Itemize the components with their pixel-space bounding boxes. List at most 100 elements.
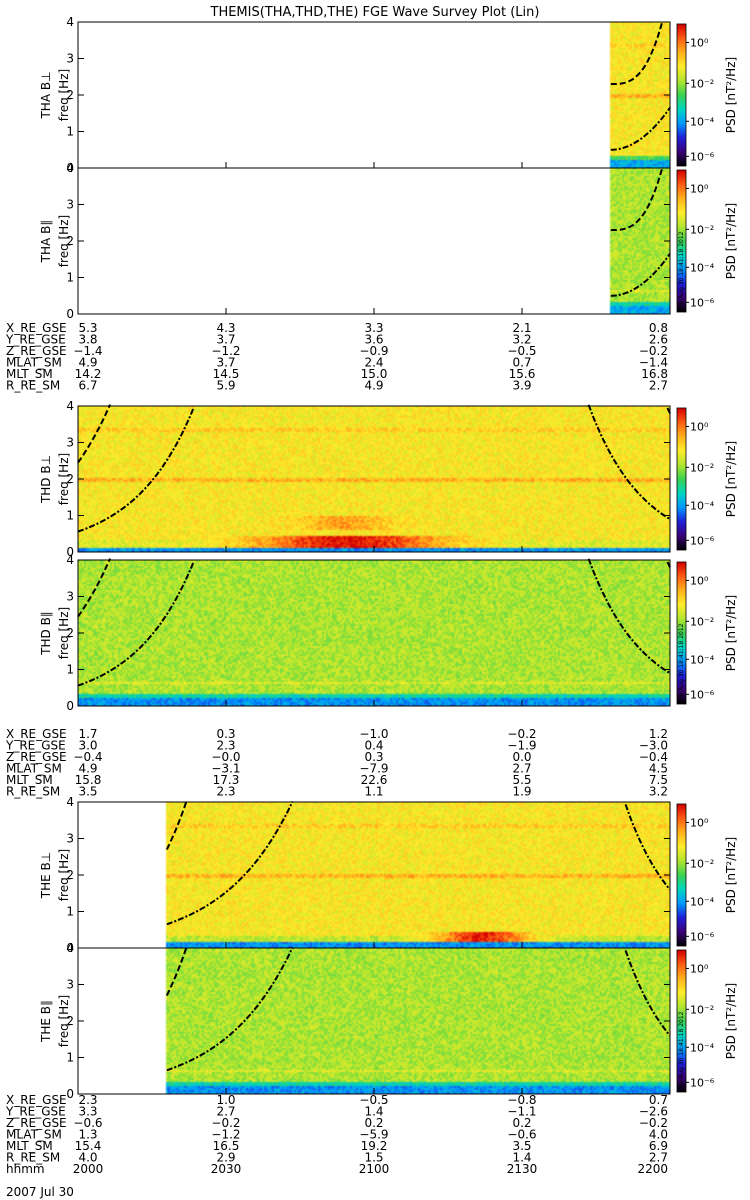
ephemeris-value: 2.7 (649, 1151, 668, 1165)
gyrofrequency-curve (610, 253, 671, 297)
ephemeris-value: 1.7 (78, 727, 97, 741)
colorbar-label: PSD [nT²/Hz] (724, 57, 738, 133)
freq-tick-label: 2 (66, 234, 74, 248)
panel-ylabel: THA B⊥ (39, 71, 53, 119)
colorbar-tick-label: 10⁻⁶ (690, 534, 715, 547)
colorbar (676, 949, 687, 1093)
ephemeris-value: 4.5 (649, 762, 668, 776)
ephemeris-value: 4.9 (78, 762, 97, 776)
ephemeris-value: 3.6 (364, 333, 383, 347)
ephemeris-value: 17.3 (213, 773, 240, 787)
ephemeris-value: 2000 (73, 1162, 104, 1176)
ephemeris-value: 22.6 (361, 773, 388, 787)
ephemeris-value: 2130 (507, 1162, 538, 1176)
ephemeris-label: R_RE_SM (6, 785, 60, 799)
ephemeris-label: R_RE_SM (6, 1151, 60, 1165)
freq-tick-label: 3 (66, 436, 74, 450)
ephemeris-value: 16.5 (213, 1139, 240, 1153)
ephemeris-value: 3.8 (78, 333, 97, 347)
colorbar-tick-label: 10⁰ (690, 420, 709, 433)
ephemeris-value: −1.9 (507, 739, 536, 753)
ephemeris-label: MLT_SM (6, 773, 53, 787)
ephemeris-value: −0.5 (507, 344, 536, 358)
freq-tick-label: 1 (66, 905, 74, 919)
ephemeris-label: MLAT_SM (6, 1128, 62, 1142)
ephemeris-value: 0.3 (216, 727, 235, 741)
ephemeris-value: 3.2 (649, 785, 668, 799)
colorbar-tick-label: 10⁻⁶ (690, 930, 715, 943)
ephemeris-value: 7.5 (649, 773, 668, 787)
colorbar-tick-label: 10⁻² (690, 615, 714, 628)
gyrofrequency-curve (166, 946, 671, 1072)
ephemeris-value: −7.9 (359, 762, 388, 776)
colorbar-tick-label: 10⁰ (690, 574, 709, 587)
ephemeris-value: −0.9 (359, 344, 388, 358)
ephemeris-value: 2.3 (78, 1093, 97, 1107)
freq-tick-label: 0 (66, 161, 74, 175)
ephemeris-value: 15.6 (509, 367, 536, 381)
colorbar (676, 407, 687, 551)
ephemeris-value: 0.3 (364, 750, 383, 764)
ephemeris-value: −0.6 (73, 1116, 102, 1130)
colorbar-tick-label: 10⁻⁴ (690, 499, 715, 512)
panel-the-par (77, 946, 689, 1095)
ephemeris-value: 3.3 (78, 1105, 97, 1119)
spectrogram (78, 948, 670, 1094)
ephemeris-value: −0.8 (507, 1093, 536, 1107)
ephemeris-value: −0.4 (73, 750, 102, 764)
spectrogram (78, 168, 670, 314)
ephemeris-label: Z_RE_GSE (6, 344, 67, 358)
ephemeris-label: MLT_SM (6, 367, 53, 381)
ephemeris-value: 14.5 (213, 367, 240, 381)
freq-axis-label: freq [Hz] (57, 849, 71, 901)
ephemeris-value: 2.3 (216, 739, 235, 753)
freq-tick-label: 3 (66, 978, 74, 992)
ephemeris-value: −1.4 (639, 356, 668, 370)
panel-ylabel: THE B⊥ (39, 852, 53, 899)
ephemeris-value: 2.1 (512, 321, 531, 335)
ephemeris-value: −2.6 (639, 1105, 668, 1119)
colorbar-label: PSD [nT²/Hz] (724, 441, 738, 517)
colorbar-tick-label: 10⁻⁴ (690, 261, 715, 274)
ephemeris-value: −0.2 (507, 727, 536, 741)
colorbar-tick-label: 10⁻⁴ (690, 895, 715, 908)
freq-tick-label: 3 (66, 52, 74, 66)
ephemeris-label: Y_RE_GSE (5, 333, 66, 347)
ephemeris-value: 3.7 (216, 356, 235, 370)
panel-tha-perp (77, 20, 689, 169)
colorbar-tick-label: 10⁰ (690, 962, 709, 975)
ephemeris-value: 1.9 (512, 785, 531, 799)
ephemeris-value: 2.6 (649, 333, 668, 347)
colorbar-tick-label: 10⁻² (690, 1003, 714, 1016)
ephemeris-label: R_RE_SM (6, 379, 60, 393)
ephemeris-value: 3.9 (512, 379, 531, 393)
freq-axis-label: freq [Hz] (57, 215, 71, 267)
panel-ylabel: THE B∥ (39, 1000, 53, 1043)
ephemeris-value: 2.4 (364, 356, 383, 370)
colorbar-tick-label: 10⁰ (690, 182, 709, 195)
ephemeris-value: 2.7 (216, 1105, 235, 1119)
freq-tick-label: 0 (66, 545, 74, 559)
ephemeris-value: 1.2 (649, 727, 668, 741)
ephemeris-value: −0.2 (639, 344, 668, 358)
colorbar-tick-label: 10⁻⁴ (690, 1041, 715, 1054)
ephemeris-value: 0.2 (364, 1116, 383, 1130)
gyrofrequency-curve (610, 107, 671, 151)
ephemeris-value: 4.0 (649, 1128, 668, 1142)
ephemeris-value: 0.2 (512, 1116, 531, 1130)
ephemeris-label: MLAT_SM (6, 762, 62, 776)
ephemeris-label: Y_RE_GSE (5, 739, 66, 753)
date-label: 2007 Jul 30 (6, 1185, 74, 1199)
ephemeris-value: −1.2 (211, 344, 240, 358)
ephemeris-value: −0.5 (359, 1093, 388, 1107)
ephemeris-label: Y_RE_GSE (5, 1105, 66, 1119)
ephemeris-value: 3.2 (512, 333, 531, 347)
ephemeris-value: 2030 (211, 1162, 242, 1176)
gyrofrequency-curve (77, 404, 671, 533)
ephemeris-label: Z_RE_GSE (6, 1116, 67, 1130)
panel-the-perp (77, 800, 689, 949)
ephemeris-value: 2.9 (216, 1151, 235, 1165)
spectrogram (78, 802, 670, 948)
spectrogram (78, 406, 670, 552)
ephemeris-value: 2100 (359, 1162, 390, 1176)
